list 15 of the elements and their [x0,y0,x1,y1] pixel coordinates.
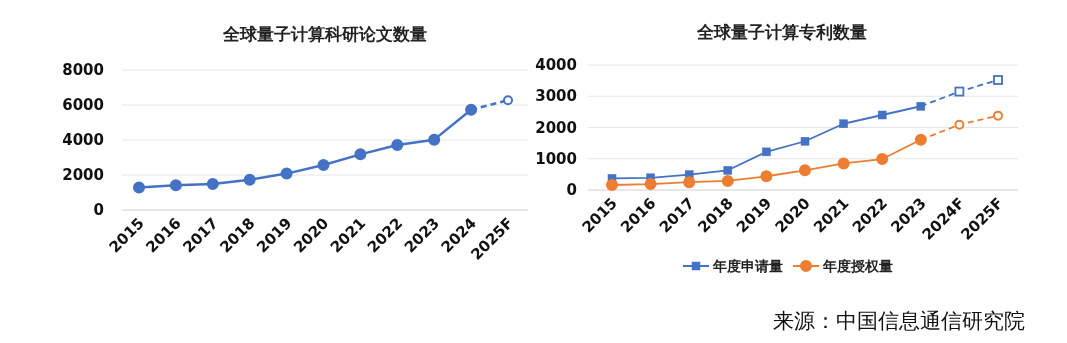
y-tick-label: 8000 [62,61,104,79]
y-tick-label: 4000 [535,56,577,74]
y-tick-label: 4000 [62,131,104,149]
source-note: 来源：中国信息通信研究院 [773,309,1025,333]
y-tick-label: 3000 [535,87,577,106]
y-tick-label: 1000 [535,149,577,168]
chart-title: 全球量子计算专利数量 [696,22,867,42]
legend-label: 年度申请量 [712,258,783,274]
y-tick-label: 0 [93,201,104,219]
y-tick-label: 6000 [62,96,104,114]
legend-label: 年度授权量 [822,258,893,274]
chart-title: 全球量子计算科研论文数量 [222,24,427,44]
y-tick-label: 0 [566,181,577,199]
y-tick-label: 2000 [62,166,104,184]
y-tick-label: 2000 [535,118,577,137]
